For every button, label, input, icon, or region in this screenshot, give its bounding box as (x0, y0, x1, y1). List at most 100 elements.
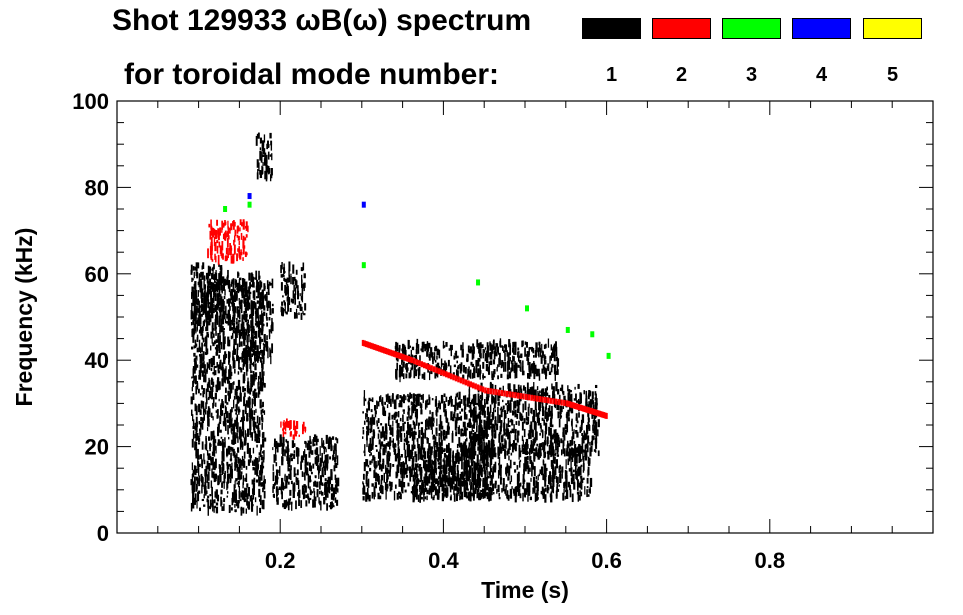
spectrum-speck (497, 346, 500, 355)
spectrum-speck (487, 371, 491, 375)
spectrum-speck (542, 489, 545, 499)
spectrum-speck (548, 407, 551, 417)
legend-label-3: 3 (745, 64, 758, 86)
spectrum-speck (294, 298, 297, 305)
spectrum-speck (199, 371, 202, 380)
spectrum-speck (197, 298, 199, 303)
spectrum-speck (436, 432, 438, 437)
spectrum-speck (221, 439, 224, 448)
spectrum-speck (190, 264, 193, 273)
spectrum-speck (472, 400, 476, 407)
spectrum-speck (460, 442, 463, 452)
spectrum-speck (505, 441, 507, 449)
spectrum-speck (230, 419, 233, 428)
spectrum-speck (236, 253, 238, 262)
spectrum-speck (479, 372, 481, 380)
spectrum-speck (235, 404, 237, 408)
spectrum-speck (201, 342, 203, 353)
spectrum-speck (227, 285, 230, 289)
spectrum-speck (465, 460, 468, 470)
spectrum-speck (366, 430, 368, 441)
spectrum-speck (259, 281, 262, 285)
spectrum-speck (381, 426, 384, 436)
spectrum-speck (222, 444, 225, 453)
spectrum-speck (553, 344, 556, 348)
spectrum-speck (441, 470, 443, 475)
spectrum-speck (301, 286, 304, 294)
spectrum-speck (212, 333, 215, 338)
spectrum-speck (407, 393, 409, 398)
spectrum-speck (270, 141, 273, 151)
spectrum-speck (574, 447, 576, 456)
spectrum-speck (200, 271, 203, 277)
spectrum-speck (226, 313, 228, 319)
spectrum-speck (575, 447, 578, 453)
spectrum-speck (399, 456, 401, 461)
spectrum-speck (309, 486, 311, 490)
spectrum-speck (426, 402, 430, 406)
spectrum-speck (474, 480, 477, 483)
spectrum-speck (289, 470, 292, 477)
spectrum-speck (475, 363, 478, 374)
spectrum-speck (321, 491, 324, 496)
spectrum-speck (420, 427, 424, 435)
spectrum-speck (366, 426, 369, 430)
spectrum-speck (549, 427, 552, 437)
spectrum-speck (196, 320, 199, 325)
spectrum-speck (203, 494, 205, 499)
spectrum-speck (557, 488, 560, 492)
spectrum-speck (206, 285, 209, 295)
spectrum-speck (476, 489, 479, 499)
spectrum-speck (232, 314, 235, 318)
spectrum-speck (312, 463, 315, 469)
spectrum-speck (418, 422, 420, 430)
spectrum-speck (537, 347, 540, 356)
spectrum-speck (445, 342, 448, 347)
spectrum-speck (374, 482, 377, 489)
spectrum-speck (555, 441, 557, 449)
spectrum-speck (586, 486, 589, 489)
spectrum-speck (463, 468, 466, 477)
spectrum-speck (530, 428, 533, 433)
spectrum-speck (450, 465, 454, 476)
spectrum-speck (263, 134, 266, 143)
spectrum-speck (207, 499, 210, 509)
spectrum-speck (542, 364, 545, 370)
trace-speck (366, 341, 370, 348)
spectrum-speck (209, 303, 212, 311)
spectrum-speck (233, 451, 236, 458)
spectrum-speck (486, 406, 490, 416)
spectrum-speck (477, 473, 480, 483)
spectrum-speck (233, 423, 236, 432)
spectrum-speck (219, 472, 221, 476)
spectrum-speck (246, 286, 248, 295)
spectrum-speck (574, 444, 576, 448)
spectrum-speck (267, 300, 270, 309)
spectrum-blob (231, 278, 274, 365)
spectrum-speck (373, 470, 376, 479)
spectrum-speck (430, 469, 433, 480)
spectrum-speck (442, 340, 445, 349)
spectrum-speck (591, 391, 594, 400)
spectrum-speck (383, 447, 386, 456)
spectrum-speck (453, 461, 456, 468)
spectrum-speck (232, 329, 234, 334)
spectrum-speck (441, 425, 444, 430)
spectrum-speck (431, 398, 434, 401)
spectrum-speck (426, 422, 429, 426)
spectrum-speck (255, 437, 258, 443)
spectrum-speck (506, 494, 509, 500)
spectrum-speck (479, 405, 482, 408)
spectrum-speck (429, 463, 432, 469)
spectrum-speck (208, 379, 211, 388)
spectrum-speck (409, 345, 411, 348)
spectrum-speck (319, 463, 321, 472)
spectrum-speck (486, 350, 489, 359)
spectrum-speck (472, 351, 475, 359)
spectrum-speck (428, 455, 430, 461)
spectrum-speck (212, 381, 215, 388)
spectrum-speck (271, 343, 274, 354)
spectrum-speck (595, 429, 598, 436)
spectrum-speck (454, 420, 457, 431)
trace-speck (394, 351, 397, 358)
